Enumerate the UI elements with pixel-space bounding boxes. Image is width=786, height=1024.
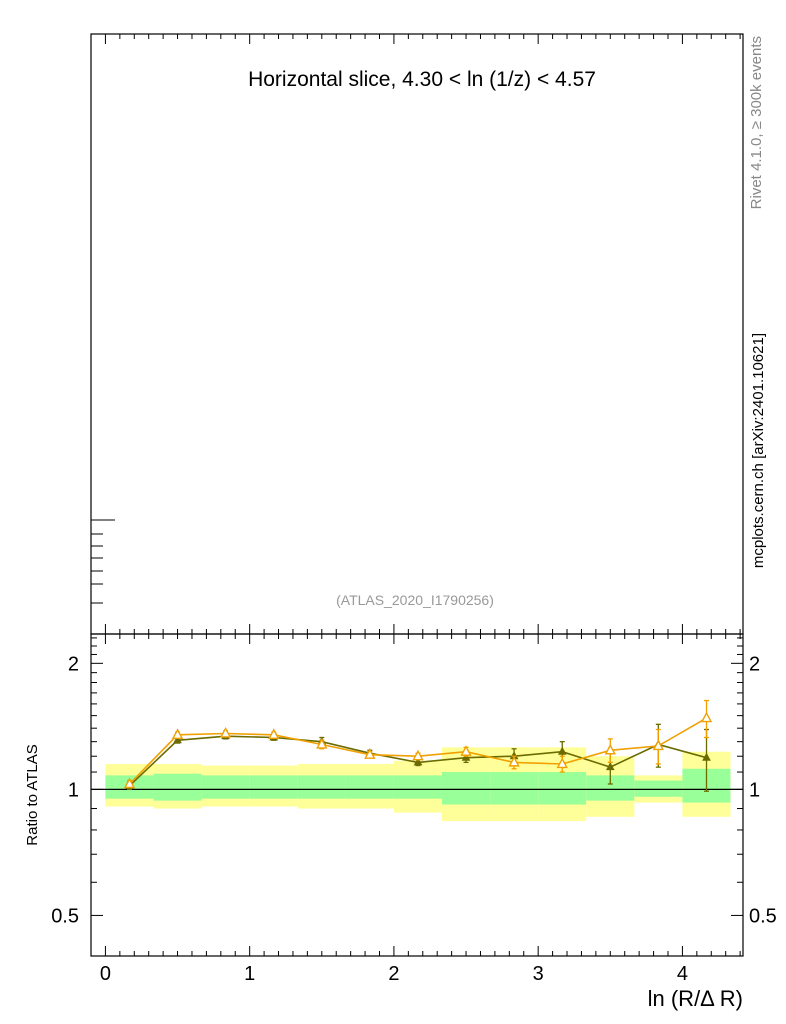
data-point bbox=[461, 752, 471, 761]
band-inner bbox=[297, 775, 346, 799]
y-tick-label-left: 0.5 bbox=[51, 905, 79, 927]
ratio-panel: 0 1 2 3 4 0.5 0.5 1 1 2 2 bbox=[51, 633, 777, 985]
mcplots-label: mcplots.cern.ch [arXiv:2401.10621] bbox=[750, 333, 767, 568]
data-point bbox=[605, 762, 615, 771]
x-tick-label: 3 bbox=[533, 963, 544, 985]
x-tick-label: 1 bbox=[244, 963, 255, 985]
data-point bbox=[171, 728, 184, 740]
rivet-version-label: Rivet 4.1.0, ≥ 300k events bbox=[748, 36, 765, 209]
band-inner bbox=[634, 780, 683, 797]
band-inner bbox=[201, 775, 250, 799]
data-point bbox=[652, 739, 664, 751]
data-point bbox=[219, 726, 232, 738]
band-inner bbox=[345, 775, 394, 799]
data-point bbox=[702, 752, 711, 761]
series-triangle bbox=[123, 699, 713, 789]
ratio-axis-ticks bbox=[91, 634, 743, 957]
data-point bbox=[364, 748, 376, 759]
data-point bbox=[556, 757, 568, 769]
data-point bbox=[413, 757, 423, 766]
band-inner bbox=[393, 775, 442, 799]
data-point bbox=[268, 728, 280, 740]
y-axis-label: Ratio to ATLAS bbox=[24, 744, 41, 845]
band-inner bbox=[153, 773, 202, 801]
data-point bbox=[173, 735, 182, 744]
main-title: Horizontal slice, 4.30 < ln (1/z) < 4.57 bbox=[248, 68, 596, 91]
data-point bbox=[557, 746, 567, 755]
band-inner bbox=[249, 775, 298, 799]
data-point bbox=[123, 777, 136, 789]
ratio-panel-frame bbox=[90, 633, 744, 957]
y-tick-label-right: 1 bbox=[749, 779, 760, 801]
main-panel-frame bbox=[90, 33, 744, 635]
analysis-watermark: (ATLAS_2020_I1790256) bbox=[336, 592, 494, 608]
y-tick-label-left: 1 bbox=[68, 779, 79, 801]
y-tick-label-left: 2 bbox=[68, 653, 79, 675]
data-point bbox=[508, 755, 520, 767]
data-point bbox=[460, 745, 472, 756]
x-tick-label: 4 bbox=[677, 963, 688, 985]
y-tick-label-right: 2 bbox=[749, 653, 760, 675]
series-layer bbox=[123, 699, 713, 792]
band-inner bbox=[441, 772, 491, 805]
data-point bbox=[412, 749, 424, 761]
x-tick-label: 0 bbox=[100, 963, 111, 985]
y-tick-label-right: 0.5 bbox=[749, 905, 777, 927]
main-panel-ticks bbox=[91, 34, 741, 634]
data-point bbox=[316, 737, 328, 749]
x-tick-label: 2 bbox=[388, 963, 399, 985]
tick-labels: 0 1 2 3 4 0.5 0.5 1 1 2 2 bbox=[51, 653, 777, 985]
uncertainty-bands bbox=[105, 747, 731, 822]
data-point bbox=[604, 743, 616, 755]
x-axis-label: ln (R/Δ R) bbox=[648, 986, 743, 1011]
band-inner bbox=[538, 772, 587, 805]
data-point bbox=[700, 711, 713, 723]
band-inner bbox=[490, 772, 539, 805]
